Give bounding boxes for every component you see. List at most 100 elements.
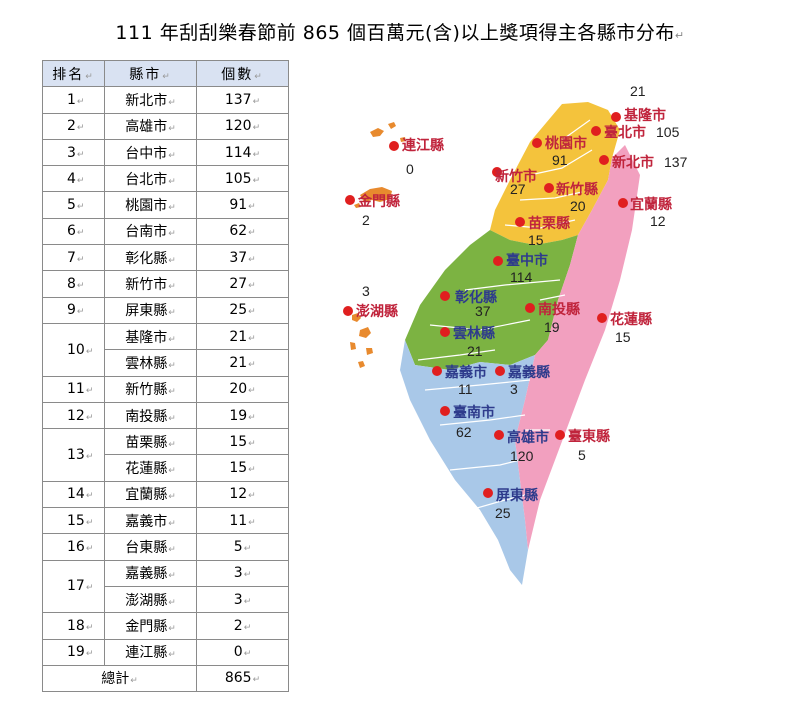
rank-cell: 12↵: [42, 401, 105, 430]
table-row: 17↵ 嘉義縣↵ 3↵: [42, 559, 289, 614]
county-value-label: 11: [458, 381, 473, 397]
table-row: 6↵ 台南市↵ 62↵: [42, 217, 289, 246]
count-cell: 15↵: [196, 428, 289, 456]
table-row: 12↵ 南投縣↵ 19↵: [42, 401, 289, 430]
header-county: 縣市↵: [104, 59, 197, 88]
rank-cell: 10↵: [42, 322, 105, 377]
county-cell: 花蓮縣↵: [104, 454, 197, 482]
rank-cell: 15↵: [42, 507, 105, 535]
rank-cell: 2↵: [42, 112, 105, 140]
map-marker-4: 臺北市 105: [591, 124, 680, 140]
rank-cell: 16↵: [42, 533, 105, 561]
count-cell: 15↵: [196, 454, 289, 482]
county-value-label: 0: [406, 161, 414, 177]
map-marker-3: 基隆市 21: [611, 83, 666, 123]
county-value-label: 21: [630, 83, 646, 99]
county-name-label: 屏東縣: [496, 487, 538, 503]
county-value-label: 12: [650, 213, 666, 229]
rank-cell: 7↵: [42, 244, 105, 272]
county-cell: 台中市↵: [104, 138, 197, 167]
penghu-island: [350, 313, 373, 368]
county-cell: 台北市↵: [104, 165, 197, 193]
table-row: 1↵ 新北市↵ 137↵: [42, 86, 289, 114]
marker-dot: [343, 306, 353, 316]
table-row: 5↵ 桃園市↵ 91↵: [42, 191, 289, 219]
county-name-label: 金門縣: [357, 193, 400, 209]
rank-cell: 17↵: [42, 559, 105, 614]
county-cell: 金門縣↵: [104, 612, 197, 640]
county-cell: 嘉義市↵: [104, 507, 197, 535]
county-cell: 雲林縣↵: [104, 349, 197, 377]
county-cell: 新北市↵: [104, 86, 197, 114]
county-cell: 彰化縣↵: [104, 244, 197, 272]
total-row: 總計↵ 865↵: [42, 664, 289, 693]
marker-dot: [495, 366, 505, 376]
table-row: 19↵ 連江縣↵ 0↵: [42, 638, 289, 666]
page-title: 111 年刮刮樂春節前 865 個百萬元(含)以上獎項得主各縣市分布↵: [115, 22, 685, 44]
county-name-label: 彰化縣: [455, 289, 497, 305]
county-name-label: 桃園市: [545, 135, 587, 151]
county-name-label: 臺南市: [453, 404, 495, 420]
count-cell: 37↵: [196, 244, 289, 272]
table-row: 7↵ 彰化縣↵ 37↵: [42, 244, 289, 272]
county-cell: 南投縣↵: [104, 401, 197, 430]
count-cell: 21↵: [196, 349, 289, 377]
count-cell: 62↵: [196, 217, 289, 246]
marker-dot: [597, 313, 607, 323]
county-name-label: 高雄市: [507, 429, 549, 445]
marker-dot: [483, 488, 493, 498]
county-name-label: 新竹市: [495, 168, 537, 184]
county-name-label: 嘉義市: [444, 364, 487, 380]
map-marker-5: 新北市 137: [599, 154, 688, 170]
county-value-label: 20: [570, 198, 586, 214]
county-value-label: 62: [456, 424, 472, 440]
table-row: 13↵ 苗栗縣↵ 15↵: [42, 428, 289, 482]
count-cell: 91↵: [196, 191, 289, 219]
county-name-label: 連江縣: [402, 137, 444, 153]
count-cell: 120↵: [196, 112, 289, 140]
rank-cell: 19↵: [42, 638, 105, 666]
count-cell: 3↵: [196, 585, 289, 614]
county-cell: 台東縣↵: [104, 533, 197, 561]
county-name-label: 臺中市: [506, 252, 548, 268]
marker-dot: [544, 183, 554, 193]
rank-cell: 11↵: [42, 375, 105, 403]
county-value-label: 105: [656, 124, 680, 140]
region-east: [515, 145, 640, 550]
county-cell: 新竹市↵: [104, 270, 197, 298]
rank-cell: 8↵: [42, 270, 105, 298]
county-name-label: 花蓮縣: [610, 311, 652, 327]
marker-dot: [492, 167, 502, 177]
county-cell: 新竹縣↵: [104, 375, 197, 403]
county-name-label: 嘉義縣: [507, 364, 550, 380]
county-value-label: 114: [510, 269, 533, 285]
county-value-label: 91: [552, 152, 568, 168]
map-marker-20: 臺東縣 5: [555, 428, 610, 463]
county-value-label: 3: [510, 381, 518, 397]
marker-dot: [591, 126, 601, 136]
county-name-label: 新北市: [612, 154, 654, 170]
marker-dot: [440, 406, 450, 416]
county-name-label: 雲林縣: [453, 325, 495, 341]
count-cell: 0↵: [196, 638, 289, 666]
marker-dot: [494, 430, 504, 440]
county-cell: 高雄市↵: [104, 112, 197, 140]
header-rank: 排名↵: [42, 59, 105, 88]
count-cell: 3↵: [196, 559, 289, 587]
marker-dot: [389, 141, 399, 151]
table-row: 雲林縣↵ 21↵: [43, 349, 289, 377]
count-cell: 19↵: [196, 401, 289, 430]
rank-cell: 18↵: [42, 612, 105, 640]
rank-cell: 4↵: [42, 165, 105, 193]
county-value-label: 15: [615, 329, 631, 345]
county-name-label: 新竹縣: [556, 181, 598, 197]
region-south: [400, 340, 535, 585]
map-marker-18: 臺南市 62: [440, 404, 495, 440]
